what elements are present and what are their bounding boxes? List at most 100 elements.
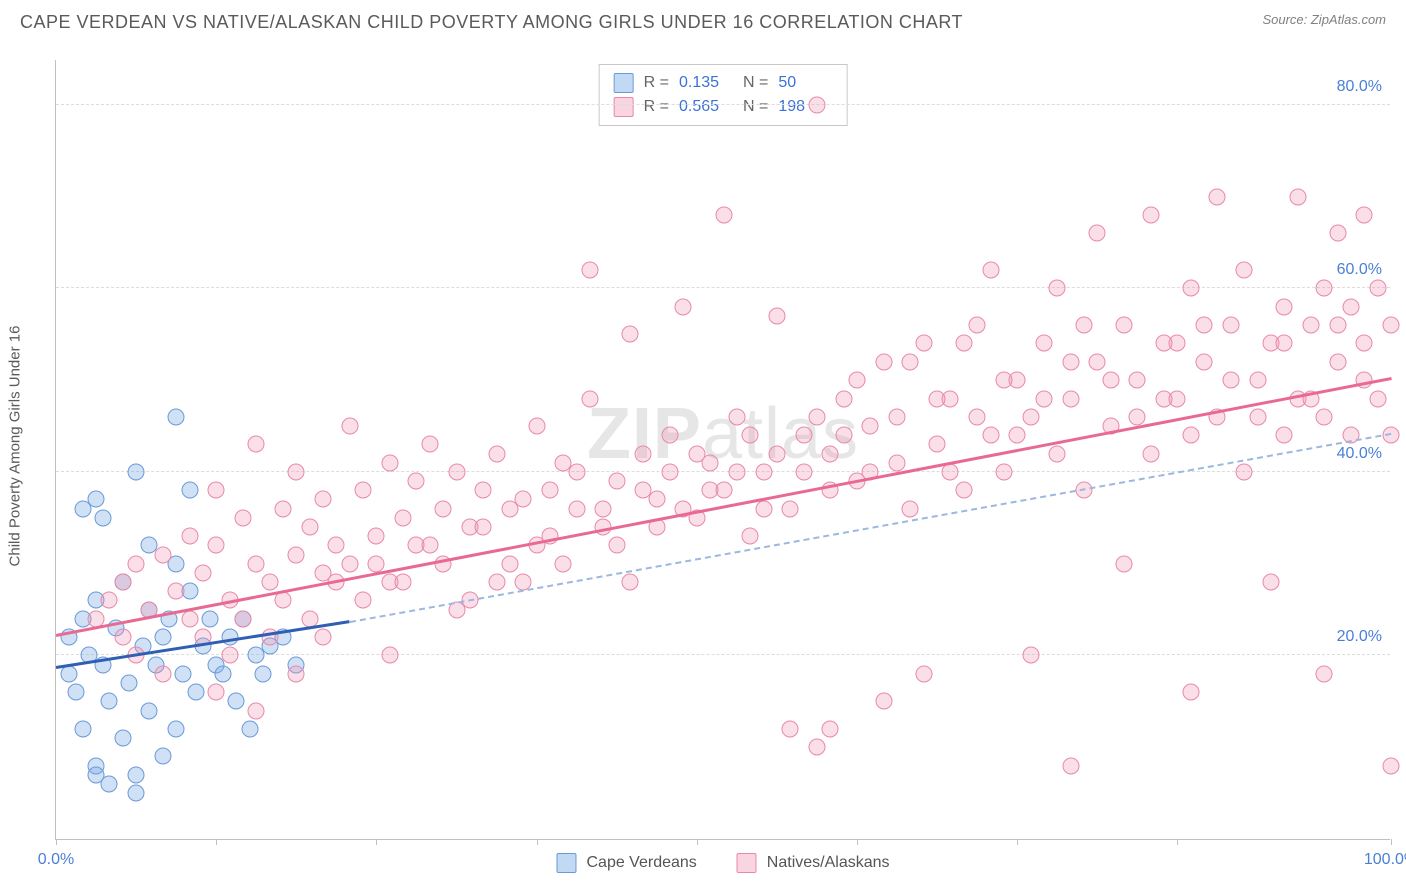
data-point [1249, 372, 1266, 389]
data-point [1222, 317, 1239, 334]
data-point [288, 546, 305, 563]
x-tick [537, 839, 538, 845]
data-point [675, 298, 692, 315]
data-point [1116, 555, 1133, 572]
y-tick-label: 80.0% [1337, 78, 1382, 96]
data-point [1316, 665, 1333, 682]
data-point [889, 408, 906, 425]
data-point [1276, 335, 1293, 352]
x-tick [216, 839, 217, 845]
data-point [822, 720, 839, 737]
swatch-icon [614, 73, 634, 93]
y-axis-label: Child Poverty Among Girls Under 16 [7, 326, 24, 567]
data-point [1022, 408, 1039, 425]
data-point [328, 537, 345, 554]
data-point [121, 675, 138, 692]
data-point [755, 500, 772, 517]
gridline [56, 104, 1390, 105]
data-point [982, 427, 999, 444]
trend-line [56, 377, 1392, 637]
data-point [915, 335, 932, 352]
data-point [955, 482, 972, 499]
data-point [101, 693, 118, 710]
data-point [902, 353, 919, 370]
swatch-icon [737, 853, 757, 873]
trend-line [350, 433, 1392, 623]
stats-row: R = 0.565 N = 198 [614, 95, 833, 119]
data-point [395, 509, 412, 526]
data-point [555, 555, 572, 572]
data-point [1276, 427, 1293, 444]
data-point [635, 445, 652, 462]
data-point [955, 335, 972, 352]
chart-header: CAPE VERDEAN VS NATIVE/ALASKAN CHILD POV… [0, 0, 1406, 41]
data-point [475, 519, 492, 536]
data-point [154, 546, 171, 563]
data-point [448, 463, 465, 480]
data-point [1209, 188, 1226, 205]
data-point [1116, 317, 1133, 334]
data-point [1156, 335, 1173, 352]
legend: Cape Verdeans Natives/Alaskans [556, 853, 889, 873]
data-point [421, 436, 438, 453]
data-point [1049, 280, 1066, 297]
data-point [688, 445, 705, 462]
data-point [1329, 353, 1346, 370]
data-point [728, 463, 745, 480]
data-point [254, 665, 271, 682]
data-point [1035, 335, 1052, 352]
data-point [261, 574, 278, 591]
data-point [835, 390, 852, 407]
data-point [662, 427, 679, 444]
data-point [1169, 390, 1186, 407]
y-tick-label: 40.0% [1337, 445, 1382, 463]
data-point [201, 610, 218, 627]
data-point [501, 500, 518, 517]
data-point [662, 463, 679, 480]
data-point [288, 665, 305, 682]
data-point [875, 353, 892, 370]
data-point [154, 748, 171, 765]
data-point [1236, 463, 1253, 480]
data-point [635, 482, 652, 499]
data-point [1342, 298, 1359, 315]
data-point [1383, 757, 1400, 774]
data-point [288, 463, 305, 480]
data-point [808, 408, 825, 425]
data-point [128, 785, 145, 802]
data-point [875, 693, 892, 710]
data-point [88, 491, 105, 508]
data-point [1289, 188, 1306, 205]
legend-label: Cape Verdeans [586, 854, 696, 872]
data-point [101, 592, 118, 609]
data-point [862, 418, 879, 435]
data-point [234, 610, 251, 627]
data-point [355, 482, 372, 499]
data-point [381, 454, 398, 471]
x-tick [376, 839, 377, 845]
data-point [488, 445, 505, 462]
data-point [608, 473, 625, 490]
data-point [969, 408, 986, 425]
data-point [1356, 207, 1373, 224]
x-tick-label: 0.0% [38, 851, 74, 869]
watermark: ZIPatlas [587, 393, 859, 475]
data-point [835, 427, 852, 444]
data-point [808, 96, 825, 113]
data-point [528, 418, 545, 435]
data-point [408, 473, 425, 490]
data-point [595, 500, 612, 517]
data-point [889, 454, 906, 471]
data-point [208, 482, 225, 499]
data-point [315, 491, 332, 508]
data-point [929, 436, 946, 453]
data-point [395, 574, 412, 591]
data-point [94, 509, 111, 526]
data-point [61, 665, 78, 682]
data-point [1369, 280, 1386, 297]
data-point [1383, 317, 1400, 334]
data-point [1196, 317, 1213, 334]
data-point [1182, 684, 1199, 701]
data-point [248, 702, 265, 719]
x-tick [697, 839, 698, 845]
